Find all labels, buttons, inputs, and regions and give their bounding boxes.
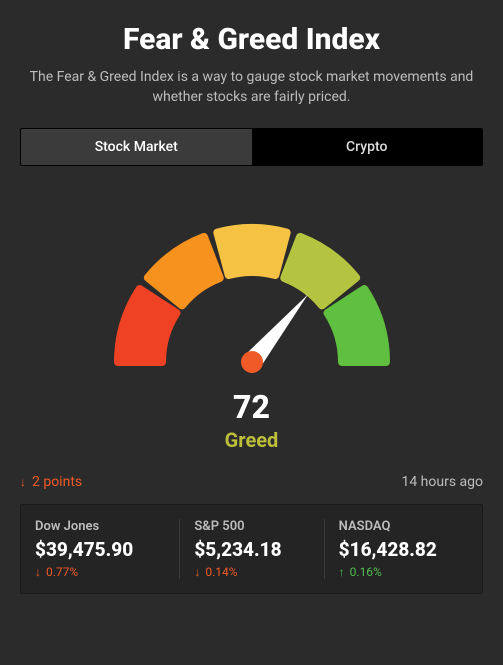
tab-crypto[interactable]: Crypto [252, 129, 483, 165]
ticker-price: $5,234.18 [194, 538, 323, 561]
gauge-svg [92, 192, 412, 382]
ticker-name: S&P 500 [194, 519, 323, 534]
ticker-name: NASDAQ [339, 519, 468, 534]
gauge-label: Greed [20, 428, 483, 452]
updated-ago: 14 hours ago [401, 474, 483, 490]
meta-row: ↓ 2 points 14 hours ago [20, 474, 483, 490]
ticker-price: $39,475.90 [35, 538, 179, 561]
arrow-down-icon: ↓ [20, 476, 26, 488]
gauge-chart [20, 192, 483, 382]
gauge-value: 72 [20, 388, 483, 426]
ticker-sp500: S&P 500 $5,234.18 ↓ 0.14% [179, 519, 323, 579]
arrow-icon: ↓ [194, 566, 200, 578]
ticker-change-value: 0.77% [46, 565, 78, 579]
fear-greed-panel: Fear & Greed Index The Fear & Greed Inde… [0, 0, 503, 612]
page-subtitle: The Fear & Greed Index is a way to gauge… [20, 67, 483, 108]
ticker-nasdaq: NASDAQ $16,428.82 ↑ 0.16% [324, 519, 468, 579]
arrow-icon: ↑ [339, 566, 345, 578]
market-tabs: Stock Market Crypto [20, 128, 483, 166]
page-title: Fear & Greed Index [20, 22, 483, 57]
ticker-change-value: 0.14% [205, 565, 237, 579]
arrow-icon: ↓ [35, 566, 41, 578]
ticker-row: Dow Jones $39,475.90 ↓ 0.77% S&P 500 $5,… [20, 504, 483, 594]
ticker-change-value: 0.16% [350, 565, 382, 579]
delta-change: ↓ 2 points [20, 474, 82, 490]
ticker-change: ↓ 0.77% [35, 565, 179, 579]
ticker-dow-jones: Dow Jones $39,475.90 ↓ 0.77% [35, 519, 179, 579]
ticker-change: ↑ 0.16% [339, 565, 468, 579]
ticker-price: $16,428.82 [339, 538, 468, 561]
ticker-name: Dow Jones [35, 519, 179, 534]
delta-text: 2 points [32, 474, 82, 490]
tab-stock-market[interactable]: Stock Market [21, 129, 252, 165]
ticker-change: ↓ 0.14% [194, 565, 323, 579]
